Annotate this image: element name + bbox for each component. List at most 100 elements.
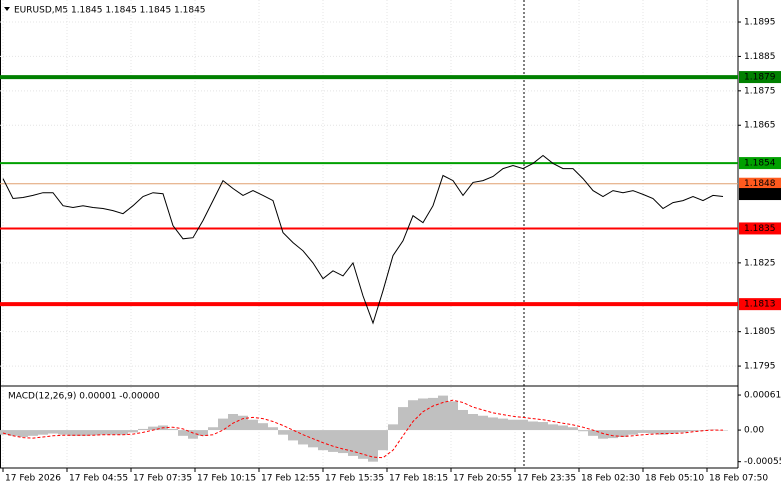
macd-bar bbox=[368, 430, 378, 462]
macd-bar bbox=[618, 430, 628, 437]
level-label: 1.1835 bbox=[744, 224, 776, 234]
y-tick-label: 0.00061 bbox=[744, 391, 781, 401]
level-label-box bbox=[739, 222, 781, 235]
macd-bar bbox=[528, 421, 538, 431]
macd-bar bbox=[238, 415, 248, 431]
macd-bar bbox=[428, 397, 438, 431]
y-tick-label: 0.00 bbox=[744, 426, 764, 436]
macd-bar bbox=[328, 430, 338, 452]
x-tick-label: 18 Feb 02:30 bbox=[581, 474, 640, 484]
macd-bar bbox=[548, 424, 558, 431]
macd-bar bbox=[168, 428, 178, 431]
y-tick-label: 1.1865 bbox=[744, 121, 776, 131]
macd-bar bbox=[418, 398, 428, 431]
macd-bar bbox=[588, 430, 598, 436]
macd-bar bbox=[228, 414, 238, 431]
macd-bar bbox=[518, 419, 528, 431]
macd-bar bbox=[688, 430, 698, 432]
x-tick-label: 17 Feb 15:35 bbox=[325, 474, 384, 484]
signal-line bbox=[2, 399, 723, 459]
y-tick-label: 1.1885 bbox=[744, 52, 776, 62]
x-tick-label: 17 Feb 04:55 bbox=[69, 474, 128, 484]
macd-bar bbox=[298, 430, 308, 445]
macd-bar bbox=[178, 430, 188, 436]
macd-bar bbox=[398, 407, 408, 431]
current-price-box bbox=[739, 188, 781, 201]
x-tick-label: 18 Feb 07:50 bbox=[709, 474, 768, 484]
macd-bar bbox=[608, 430, 618, 439]
macd-bar bbox=[498, 418, 508, 431]
y-tick-label: -0.00055 bbox=[744, 457, 781, 467]
x-tick-label: 17 Feb 23:35 bbox=[517, 474, 576, 484]
macd-bar bbox=[258, 423, 268, 431]
chart-title: EURUSD,M5 1.1845 1.1845 1.1845 1.1845 bbox=[14, 6, 206, 16]
macd-bar bbox=[68, 430, 78, 436]
macd-bar bbox=[188, 430, 198, 439]
x-tick-label: 17 Feb 2026 bbox=[5, 474, 61, 484]
x-tick-label: 17 Feb 10:15 bbox=[197, 474, 256, 484]
macd-bar bbox=[78, 430, 88, 436]
macd-bar bbox=[468, 414, 478, 431]
macd-bar bbox=[378, 430, 388, 451]
macd-bar bbox=[98, 430, 108, 435]
y-tick-label: 1.1805 bbox=[744, 327, 776, 337]
y-tick-label: 1.1825 bbox=[744, 258, 776, 268]
y-tick-label: 1.1795 bbox=[744, 362, 776, 372]
level-label-box bbox=[739, 177, 781, 190]
macd-bar bbox=[478, 415, 488, 431]
macd-bar bbox=[148, 426, 158, 431]
level-label-box bbox=[739, 157, 781, 170]
macd-bar bbox=[38, 430, 48, 435]
y-tick-label: 1.1895 bbox=[744, 18, 776, 28]
macd-bar bbox=[668, 430, 678, 434]
macd-bar bbox=[88, 430, 98, 436]
level-label-box bbox=[739, 71, 781, 84]
macd-bar bbox=[198, 430, 208, 436]
macd-bar bbox=[658, 430, 668, 435]
macd-bar bbox=[318, 430, 328, 451]
macd-bar bbox=[348, 430, 358, 456]
level-label: 1.1848 bbox=[744, 179, 776, 189]
x-tick-label: 17 Feb 18:15 bbox=[389, 474, 448, 484]
macd-bar bbox=[108, 430, 118, 435]
macd-bar bbox=[408, 400, 418, 431]
macd-bar bbox=[648, 430, 658, 434]
macd-bar bbox=[678, 430, 688, 433]
macd-bar bbox=[248, 419, 258, 431]
x-tick-label: 17 Feb 12:55 bbox=[261, 474, 320, 484]
current-price-label: 1.1845 bbox=[744, 190, 776, 200]
x-tick-label: 18 Feb 05:10 bbox=[645, 474, 704, 484]
y-tick-label: 1.1875 bbox=[744, 86, 776, 96]
menu-arrow bbox=[4, 7, 10, 11]
macd-bar bbox=[268, 427, 278, 431]
macd-bar bbox=[458, 409, 468, 431]
macd-bar bbox=[8, 430, 18, 436]
macd-bar bbox=[508, 419, 518, 431]
macd-bar bbox=[18, 430, 28, 437]
macd-bar bbox=[538, 422, 548, 431]
macd-bar bbox=[598, 430, 608, 439]
macd-bar bbox=[48, 430, 58, 434]
macd-bar bbox=[208, 427, 218, 431]
macd-bar bbox=[628, 430, 638, 435]
macd-title: MACD(12,26,9) 0.00001 -0.00000 bbox=[8, 392, 160, 402]
level-label-box bbox=[739, 298, 781, 311]
macd-bar bbox=[288, 430, 298, 441]
level-label: 1.1879 bbox=[744, 73, 776, 83]
x-tick-label: 17 Feb 20:55 bbox=[453, 474, 512, 484]
macd-bar bbox=[118, 430, 128, 435]
macd-bar bbox=[138, 428, 148, 431]
macd-bar bbox=[438, 395, 448, 431]
macd-bar bbox=[278, 430, 288, 435]
macd-bar bbox=[218, 418, 228, 431]
macd-bar bbox=[388, 424, 398, 431]
macd-bar bbox=[578, 430, 588, 432]
macd-bar bbox=[28, 430, 38, 436]
macd-bar bbox=[568, 427, 578, 431]
level-label: 1.1854 bbox=[744, 159, 776, 169]
macd-bar bbox=[638, 430, 648, 433]
price-line bbox=[2, 154, 724, 325]
